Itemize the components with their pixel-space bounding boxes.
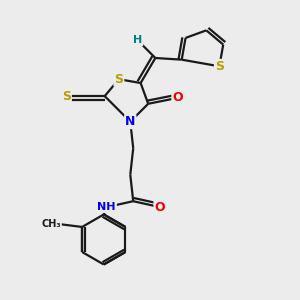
Text: O: O	[172, 92, 183, 104]
Text: O: O	[154, 201, 165, 214]
Text: S: S	[114, 73, 123, 86]
Text: H: H	[133, 35, 142, 45]
Text: S: S	[215, 60, 224, 73]
Text: NH: NH	[98, 202, 116, 212]
Text: CH₃: CH₃	[41, 219, 61, 229]
Text: N: N	[125, 115, 136, 128]
Text: S: S	[62, 90, 71, 103]
